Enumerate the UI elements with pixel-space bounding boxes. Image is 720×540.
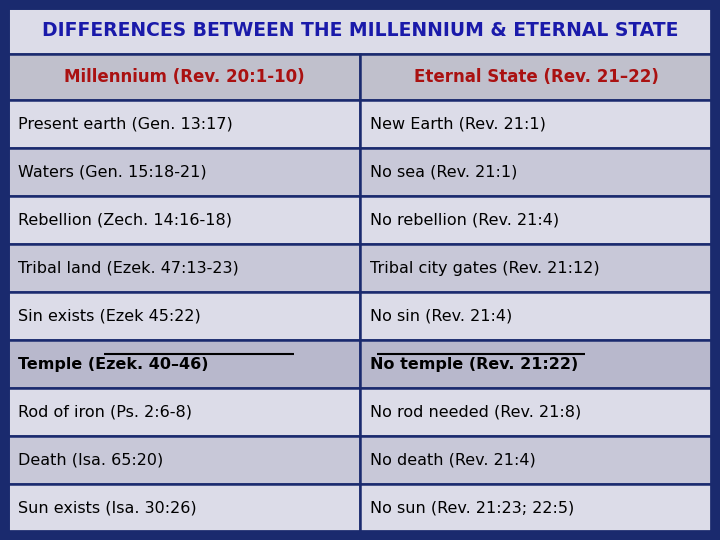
Text: Sin exists (Ezek 45:22): Sin exists (Ezek 45:22): [18, 308, 201, 323]
Bar: [8, 436, 360, 484]
Text: No rod needed (Rev. 21:8): No rod needed (Rev. 21:8): [370, 404, 581, 420]
Bar: [360, 484, 712, 532]
Bar: [8, 8, 712, 54]
Text: No sun (Rev. 21:23; 22:5): No sun (Rev. 21:23; 22:5): [370, 501, 575, 516]
Text: Rebellion (Zech. 14:16-18): Rebellion (Zech. 14:16-18): [18, 213, 232, 227]
Text: Tribal land (Ezek. 47:13-23): Tribal land (Ezek. 47:13-23): [18, 260, 239, 275]
Text: Rod of iron (Ps. 2:6-8): Rod of iron (Ps. 2:6-8): [18, 404, 192, 420]
Text: No death (Rev. 21:4): No death (Rev. 21:4): [370, 453, 536, 468]
Text: Eternal State (Rev. 21–22): Eternal State (Rev. 21–22): [413, 68, 658, 86]
Text: No rebellion (Rev. 21:4): No rebellion (Rev. 21:4): [370, 213, 559, 227]
Text: Waters (Gen. 15:18-21): Waters (Gen. 15:18-21): [18, 165, 207, 179]
Bar: [360, 292, 712, 340]
Text: Death (Isa. 65:20): Death (Isa. 65:20): [18, 453, 163, 468]
Bar: [8, 148, 360, 196]
Bar: [8, 292, 360, 340]
Bar: [8, 388, 360, 436]
Text: No temple (Rev. 21:22): No temple (Rev. 21:22): [370, 356, 578, 372]
Text: New Earth (Rev. 21:1): New Earth (Rev. 21:1): [370, 117, 546, 132]
Text: DIFFERENCES BETWEEN THE MILLENNIUM & ETERNAL STATE: DIFFERENCES BETWEEN THE MILLENNIUM & ETE…: [42, 22, 678, 40]
Text: No sea (Rev. 21:1): No sea (Rev. 21:1): [370, 165, 518, 179]
Text: Temple (Ezek. 40–46): Temple (Ezek. 40–46): [18, 356, 209, 372]
Bar: [8, 54, 360, 100]
Bar: [8, 100, 360, 148]
Text: Millennium (Rev. 20:1-10): Millennium (Rev. 20:1-10): [63, 68, 305, 86]
Bar: [360, 388, 712, 436]
Text: Tribal city gates (Rev. 21:12): Tribal city gates (Rev. 21:12): [370, 260, 600, 275]
Bar: [8, 340, 360, 388]
Bar: [8, 484, 360, 532]
Bar: [360, 148, 712, 196]
Bar: [360, 54, 712, 100]
Bar: [360, 196, 712, 244]
Bar: [360, 436, 712, 484]
Bar: [8, 244, 360, 292]
Bar: [360, 340, 712, 388]
Bar: [8, 196, 360, 244]
Bar: [360, 100, 712, 148]
Text: Sun exists (Isa. 30:26): Sun exists (Isa. 30:26): [18, 501, 197, 516]
Text: Present earth (Gen. 13:17): Present earth (Gen. 13:17): [18, 117, 233, 132]
Text: No sin (Rev. 21:4): No sin (Rev. 21:4): [370, 308, 512, 323]
Bar: [360, 244, 712, 292]
